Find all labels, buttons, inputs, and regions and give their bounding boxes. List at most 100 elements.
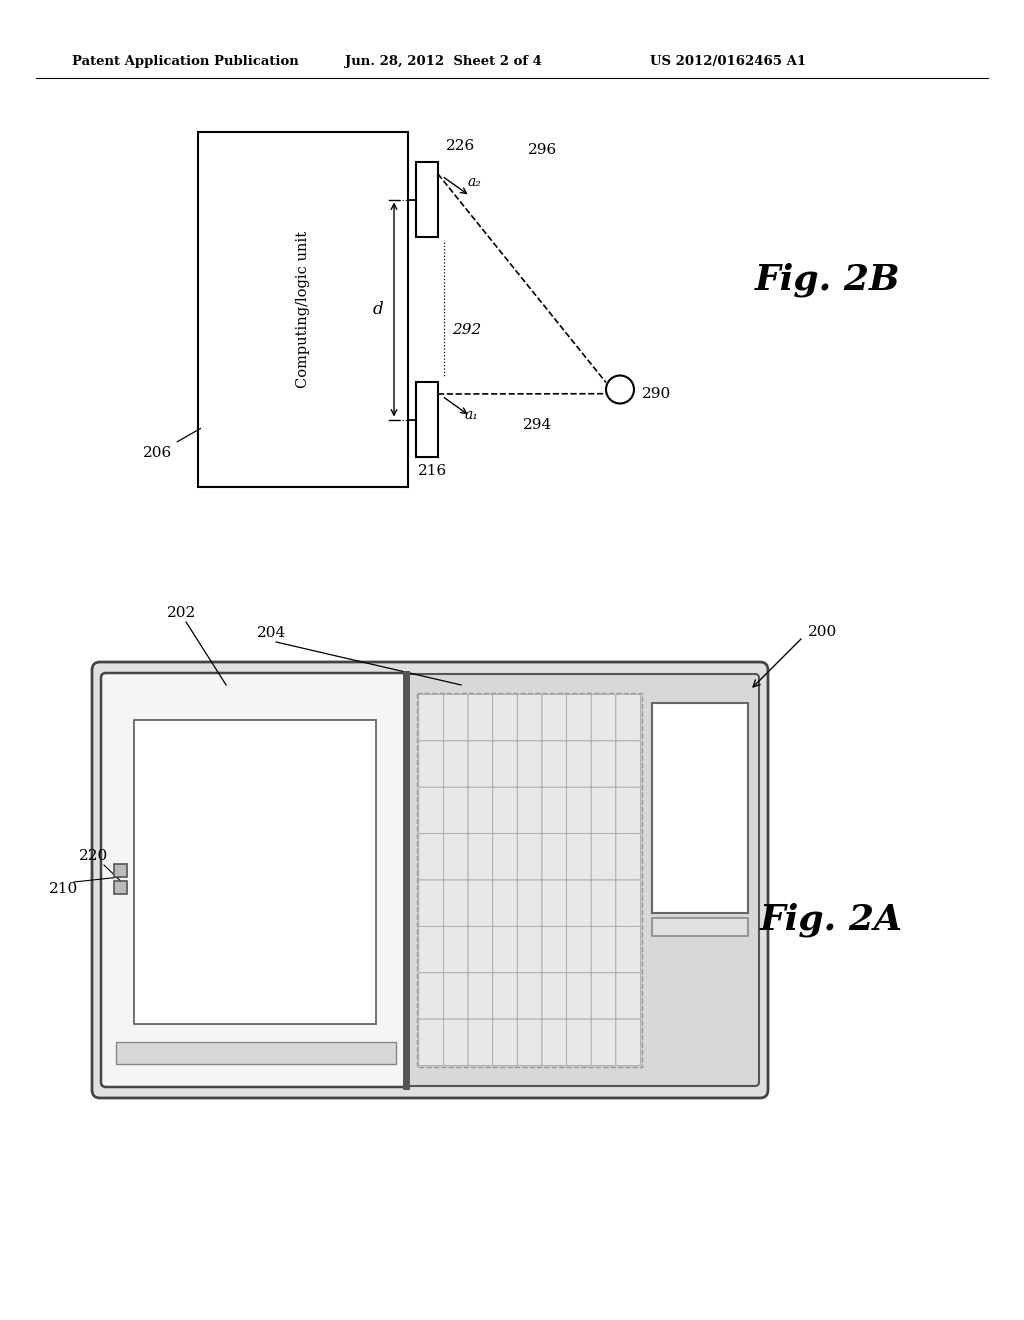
- Bar: [652, 919, 748, 936]
- FancyBboxPatch shape: [566, 694, 591, 741]
- FancyBboxPatch shape: [517, 927, 542, 973]
- Text: 210: 210: [49, 882, 79, 896]
- FancyBboxPatch shape: [591, 741, 615, 787]
- FancyBboxPatch shape: [419, 973, 443, 1019]
- FancyBboxPatch shape: [566, 927, 591, 973]
- FancyBboxPatch shape: [566, 834, 591, 880]
- FancyBboxPatch shape: [615, 880, 640, 927]
- Text: 204: 204: [257, 626, 286, 640]
- FancyBboxPatch shape: [443, 787, 468, 834]
- FancyBboxPatch shape: [566, 741, 591, 787]
- FancyBboxPatch shape: [566, 973, 591, 1019]
- FancyBboxPatch shape: [615, 973, 640, 1019]
- Text: 220: 220: [80, 849, 109, 863]
- FancyBboxPatch shape: [443, 927, 468, 973]
- Bar: [416, 381, 438, 457]
- FancyBboxPatch shape: [517, 787, 542, 834]
- FancyBboxPatch shape: [542, 880, 566, 927]
- FancyBboxPatch shape: [443, 973, 468, 1019]
- FancyBboxPatch shape: [443, 694, 468, 741]
- Text: a₂: a₂: [468, 176, 482, 189]
- FancyBboxPatch shape: [615, 927, 640, 973]
- FancyBboxPatch shape: [419, 787, 443, 834]
- FancyBboxPatch shape: [591, 787, 615, 834]
- FancyBboxPatch shape: [493, 694, 517, 741]
- Text: a₁: a₁: [465, 408, 479, 422]
- FancyBboxPatch shape: [468, 1019, 493, 1065]
- FancyBboxPatch shape: [419, 694, 443, 741]
- FancyBboxPatch shape: [419, 927, 443, 973]
- Text: 294: 294: [523, 418, 552, 432]
- FancyBboxPatch shape: [566, 880, 591, 927]
- FancyBboxPatch shape: [468, 880, 493, 927]
- FancyBboxPatch shape: [615, 834, 640, 880]
- FancyBboxPatch shape: [615, 694, 640, 741]
- FancyBboxPatch shape: [493, 834, 517, 880]
- Bar: [198, 132, 408, 487]
- Text: 290: 290: [642, 387, 672, 400]
- FancyBboxPatch shape: [591, 880, 615, 927]
- Text: 226: 226: [446, 139, 475, 153]
- FancyBboxPatch shape: [493, 927, 517, 973]
- Bar: [114, 880, 127, 894]
- Text: 202: 202: [167, 606, 196, 620]
- Text: 296: 296: [528, 143, 557, 157]
- Text: 216: 216: [418, 465, 447, 478]
- Text: Fig. 2B: Fig. 2B: [755, 263, 900, 297]
- FancyBboxPatch shape: [443, 1019, 468, 1065]
- FancyBboxPatch shape: [419, 834, 443, 880]
- FancyBboxPatch shape: [468, 694, 493, 741]
- FancyBboxPatch shape: [591, 973, 615, 1019]
- FancyBboxPatch shape: [542, 694, 566, 741]
- Text: 206: 206: [143, 429, 201, 459]
- FancyBboxPatch shape: [615, 787, 640, 834]
- Text: Jun. 28, 2012  Sheet 2 of 4: Jun. 28, 2012 Sheet 2 of 4: [345, 55, 542, 69]
- Text: 292: 292: [452, 322, 481, 337]
- FancyBboxPatch shape: [542, 741, 566, 787]
- Bar: [652, 704, 748, 913]
- FancyBboxPatch shape: [468, 741, 493, 787]
- Bar: [416, 162, 438, 238]
- FancyBboxPatch shape: [92, 663, 768, 1098]
- Text: Patent Application Publication: Patent Application Publication: [72, 55, 299, 69]
- Bar: [134, 719, 376, 1024]
- FancyBboxPatch shape: [591, 1019, 615, 1065]
- FancyBboxPatch shape: [406, 675, 759, 1086]
- FancyBboxPatch shape: [468, 834, 493, 880]
- FancyBboxPatch shape: [443, 834, 468, 880]
- FancyBboxPatch shape: [517, 694, 542, 741]
- FancyBboxPatch shape: [493, 787, 517, 834]
- FancyBboxPatch shape: [615, 741, 640, 787]
- FancyBboxPatch shape: [542, 834, 566, 880]
- FancyBboxPatch shape: [517, 973, 542, 1019]
- FancyBboxPatch shape: [542, 973, 566, 1019]
- Bar: [114, 865, 127, 876]
- Text: US 2012/0162465 A1: US 2012/0162465 A1: [650, 55, 806, 69]
- FancyBboxPatch shape: [591, 834, 615, 880]
- FancyBboxPatch shape: [542, 927, 566, 973]
- FancyBboxPatch shape: [591, 694, 615, 741]
- FancyBboxPatch shape: [493, 741, 517, 787]
- FancyBboxPatch shape: [493, 1019, 517, 1065]
- FancyBboxPatch shape: [566, 1019, 591, 1065]
- FancyBboxPatch shape: [468, 927, 493, 973]
- FancyBboxPatch shape: [443, 741, 468, 787]
- FancyBboxPatch shape: [517, 1019, 542, 1065]
- FancyBboxPatch shape: [101, 673, 412, 1086]
- FancyBboxPatch shape: [468, 787, 493, 834]
- FancyBboxPatch shape: [468, 973, 493, 1019]
- FancyBboxPatch shape: [493, 880, 517, 927]
- FancyBboxPatch shape: [542, 787, 566, 834]
- FancyBboxPatch shape: [419, 1019, 443, 1065]
- FancyBboxPatch shape: [517, 880, 542, 927]
- FancyBboxPatch shape: [542, 1019, 566, 1065]
- Circle shape: [606, 375, 634, 404]
- FancyBboxPatch shape: [517, 741, 542, 787]
- Text: Computing/logic unit: Computing/logic unit: [296, 231, 310, 388]
- FancyBboxPatch shape: [419, 880, 443, 927]
- Bar: [418, 693, 642, 1067]
- FancyBboxPatch shape: [419, 741, 443, 787]
- FancyBboxPatch shape: [591, 927, 615, 973]
- Text: Fig. 2A: Fig. 2A: [760, 903, 903, 937]
- Text: 200: 200: [808, 624, 838, 639]
